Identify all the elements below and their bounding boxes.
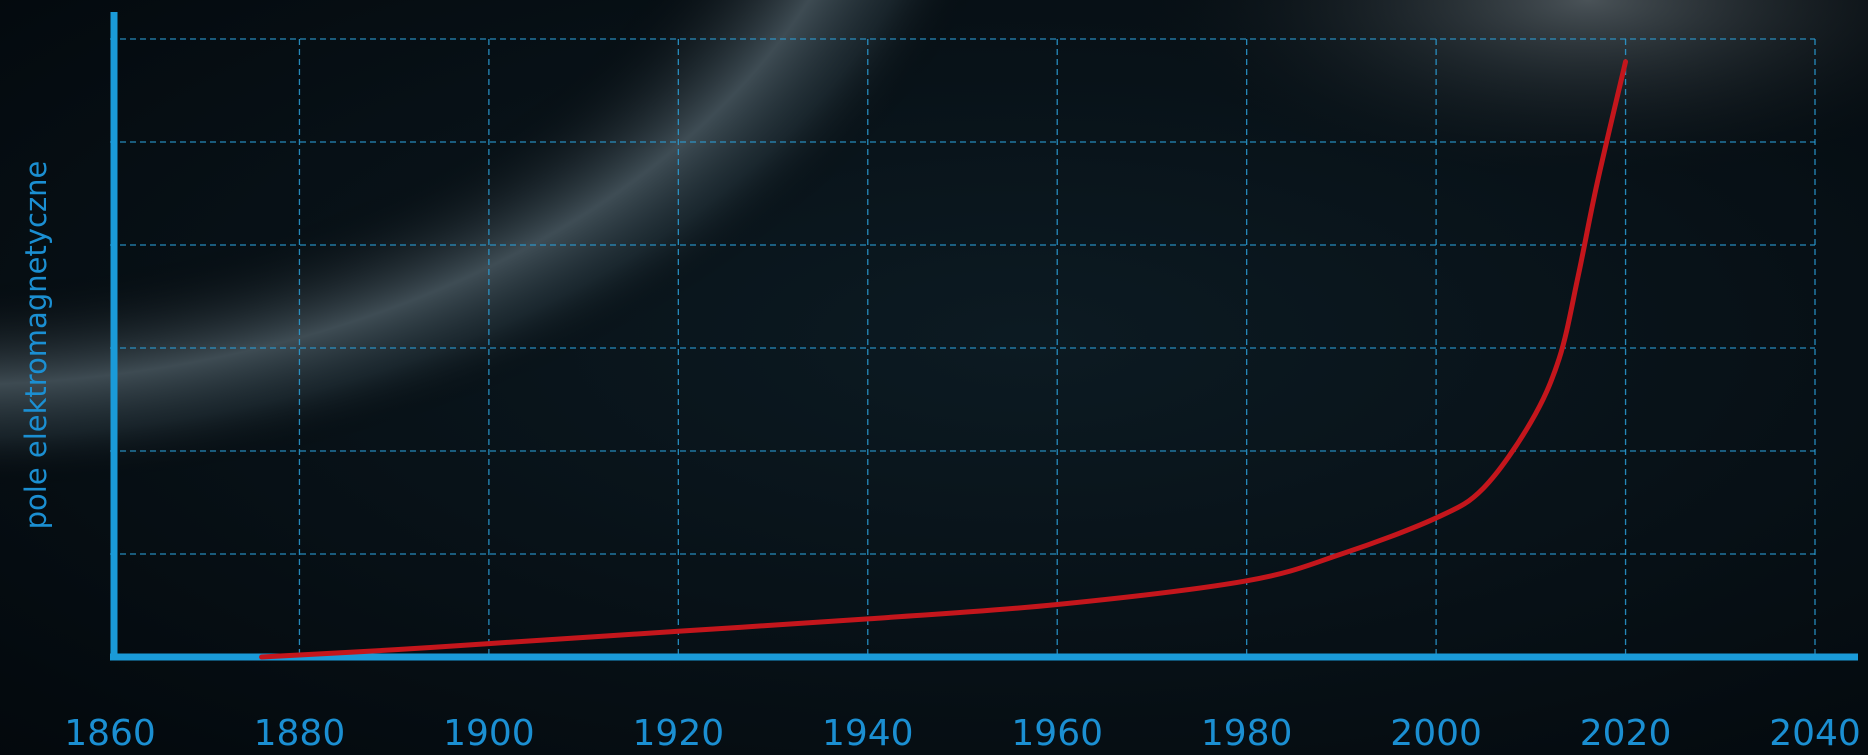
x-tick-label: 1880 bbox=[254, 713, 346, 754]
line-series bbox=[259, 59, 1629, 660]
x-tick-label: 1960 bbox=[1011, 713, 1103, 754]
x-tick-label: 1900 bbox=[443, 713, 535, 754]
x-tick-label: 1940 bbox=[822, 713, 914, 754]
x-tick-label: 1980 bbox=[1201, 713, 1293, 754]
y-axis-label: pole elektromagnetyczne bbox=[19, 161, 53, 530]
plot: 1860 1880 1900 1920 1940 1960 1980 2000 2020 2040… bbox=[19, 12, 1861, 754]
x-tick-label: 2040 bbox=[1769, 713, 1861, 754]
x-tick-label: 2020 bbox=[1580, 713, 1672, 754]
x-tick-label: 1920 bbox=[633, 713, 725, 754]
x-tick-label: 1860 bbox=[64, 713, 156, 754]
x-tick-label: 2000 bbox=[1390, 713, 1482, 754]
